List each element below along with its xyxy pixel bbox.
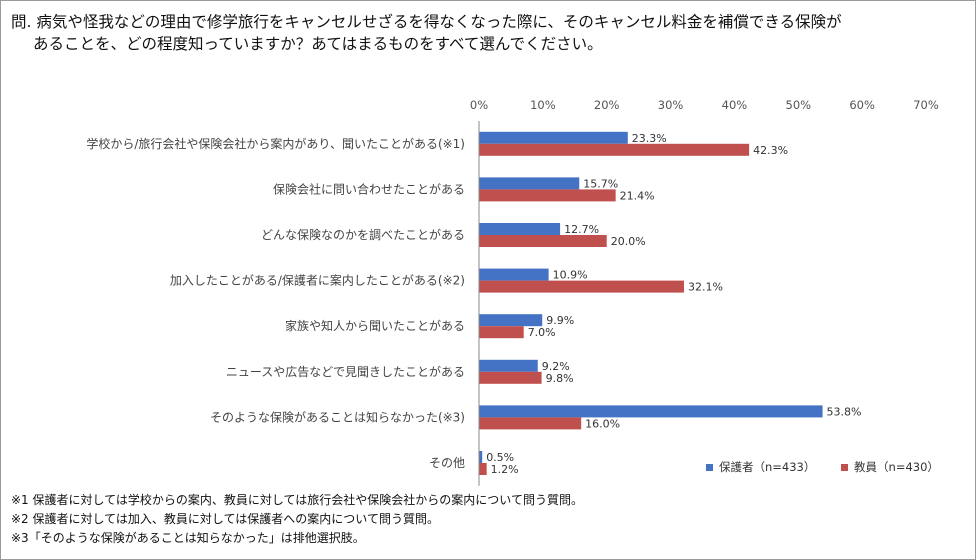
category-label: どんな保険なのかを調べたことがある: [261, 227, 465, 242]
footnotes: ※1 保護者に対しては学校からの案内、教員に対しては旅行会社や保険会社からの案内…: [11, 491, 583, 548]
x-tick-label: 50%: [786, 98, 812, 112]
bar-teachers: [479, 371, 542, 384]
data-label: 20.0%: [611, 235, 646, 248]
footnote-1: ※1 保護者に対しては学校からの案内、教員に対しては旅行会社や保険会社からの案内…: [11, 493, 583, 507]
data-label: 15.7%: [583, 177, 618, 190]
legend-swatch-teachers: [841, 463, 849, 471]
x-tick-label: 10%: [530, 98, 556, 112]
data-label: 9.2%: [542, 360, 570, 373]
data-label: 9.9%: [546, 314, 574, 327]
x-tick-label: 30%: [658, 98, 684, 112]
data-label: 12.7%: [564, 223, 599, 236]
x-tick-label: 40%: [722, 98, 748, 112]
bar-guardians: [479, 131, 628, 144]
data-label: 42.3%: [753, 144, 788, 157]
question-line-2: あることを、どの程度知っていますか？あてはまるものをすべて選んでください。: [33, 35, 603, 53]
category-label: 保険会社に問い合わせたことがある: [273, 181, 465, 196]
bar-guardians: [479, 268, 549, 281]
category-label: その他: [429, 456, 465, 470]
data-label: 1.2%: [491, 463, 519, 476]
data-label: 23.3%: [632, 132, 667, 145]
x-tick-label: 0%: [470, 98, 488, 112]
data-label: 0.5%: [486, 451, 514, 464]
bar-teachers: [479, 189, 616, 202]
data-label: 10.9%: [553, 269, 588, 282]
data-label: 21.4%: [620, 189, 655, 202]
bar-teachers: [479, 463, 487, 475]
category-label: そのような保険があることは知らなかった(※3): [210, 409, 465, 424]
x-tick-label: 70%: [913, 98, 939, 112]
x-tick-label: 60%: [849, 98, 875, 112]
bar-guardians: [479, 451, 483, 463]
data-label: 32.1%: [688, 281, 723, 294]
data-label: 16.0%: [585, 417, 620, 430]
bar-teachers: [479, 143, 750, 156]
bar-guardians: [479, 223, 561, 235]
question-line-1: 問. 病気や怪我などの理由で修学旅行をキャンセルせざるを得なくなった際に、そのキ…: [11, 13, 842, 31]
bar-guardians: [479, 177, 580, 190]
footnote-2: ※2 保護者に対しては加入、教員に対しては保護者への案内について問う質問。: [11, 512, 439, 526]
category-label: 加入したことがある/保護者に案内したことがある(※2): [170, 273, 465, 288]
legend-item-guardians: 保護者（n=433）: [706, 459, 815, 475]
bar-teachers: [479, 417, 582, 430]
legend-label-guardians: 保護者（n=433）: [719, 460, 816, 474]
x-tick-label: 20%: [594, 98, 620, 112]
chart-legend: 保護者（n=433） 教員（n=430）: [706, 459, 961, 475]
bar-guardians: [479, 405, 823, 418]
bar-teachers: [479, 235, 607, 247]
question-text: 問. 病気や怪我などの理由で修学旅行をキャンセルせざるを得なくなった際に、そのキ…: [11, 11, 961, 55]
legend-label-teachers: 教員（n=430）: [854, 460, 939, 474]
bar-guardians: [479, 359, 538, 372]
data-label: 53.8%: [827, 405, 862, 418]
category-label: 学校から/旅行会社や保険会社から案内があり、聞いたことがある(※1): [86, 136, 465, 151]
bar-guardians: [479, 314, 543, 327]
bar-teachers: [479, 326, 524, 339]
category-label: 家族や知人から聞いたことがある: [285, 318, 465, 333]
category-label: ニュースや広告などで見聞きしたことがある: [226, 364, 465, 379]
legend-item-teachers: 教員（n=430）: [841, 459, 939, 475]
bar-teachers: [479, 280, 684, 293]
data-label: 9.8%: [546, 372, 574, 385]
footnote-3: ※3「そのような保険があることは知らなかった」は排他選択肢。: [11, 531, 365, 545]
legend-swatch-guardians: [706, 463, 713, 471]
data-label: 7.0%: [528, 326, 556, 339]
